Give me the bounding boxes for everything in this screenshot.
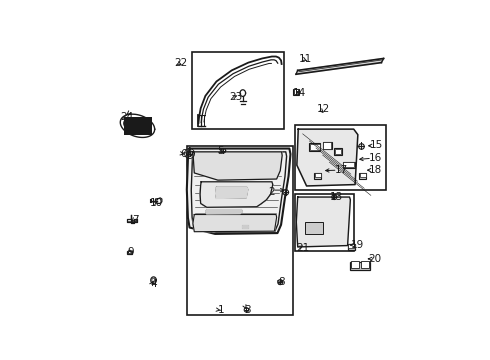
Text: 17: 17 <box>335 165 348 175</box>
Text: 1: 1 <box>218 305 224 315</box>
Polygon shape <box>187 149 291 234</box>
Text: 15: 15 <box>370 140 383 150</box>
Polygon shape <box>296 197 350 247</box>
Bar <box>359 173 366 179</box>
Bar <box>360 173 366 177</box>
Text: 21: 21 <box>296 243 310 253</box>
Text: 24: 24 <box>121 112 134 122</box>
Text: 10: 10 <box>150 198 163 208</box>
Bar <box>128 250 131 253</box>
Bar <box>315 173 320 177</box>
Bar <box>294 90 298 94</box>
Bar <box>127 251 132 255</box>
Bar <box>309 143 320 151</box>
Bar <box>323 143 331 149</box>
Bar <box>361 261 369 268</box>
Text: 6: 6 <box>181 149 187 158</box>
Bar <box>131 122 144 129</box>
Text: 23: 23 <box>229 92 243 102</box>
Text: 11: 11 <box>298 54 312 64</box>
Bar <box>187 146 293 315</box>
Bar <box>334 148 342 155</box>
Text: 5: 5 <box>218 146 224 156</box>
Text: 3: 3 <box>245 305 251 315</box>
Polygon shape <box>200 182 273 207</box>
Bar <box>350 262 370 270</box>
Polygon shape <box>297 129 358 186</box>
Bar <box>347 244 355 250</box>
Bar <box>343 162 354 167</box>
Text: 4: 4 <box>150 279 157 289</box>
Bar <box>348 244 355 248</box>
Text: 2: 2 <box>269 187 275 197</box>
Polygon shape <box>216 187 248 198</box>
Text: 18: 18 <box>368 165 382 175</box>
Text: 8: 8 <box>278 277 284 287</box>
Polygon shape <box>206 210 242 214</box>
Bar <box>343 162 355 168</box>
Bar <box>310 144 319 150</box>
Text: 12: 12 <box>317 104 330 114</box>
Text: 14: 14 <box>293 87 306 98</box>
Text: 16: 16 <box>368 153 382 163</box>
Bar <box>293 89 299 95</box>
Polygon shape <box>242 225 248 228</box>
Bar <box>295 125 386 190</box>
Text: 22: 22 <box>174 58 187 68</box>
Bar <box>305 222 323 234</box>
Polygon shape <box>193 215 277 232</box>
Bar <box>322 141 332 149</box>
Text: 7: 7 <box>132 215 139 225</box>
Bar <box>335 149 341 154</box>
Bar <box>192 51 284 129</box>
Bar <box>295 194 354 251</box>
Bar <box>351 261 359 268</box>
Bar <box>314 173 321 179</box>
Text: 19: 19 <box>350 240 364 250</box>
Text: 9: 9 <box>127 247 134 257</box>
Polygon shape <box>193 152 282 180</box>
Polygon shape <box>296 58 384 74</box>
Text: 13: 13 <box>330 192 343 202</box>
Text: 20: 20 <box>369 254 382 264</box>
